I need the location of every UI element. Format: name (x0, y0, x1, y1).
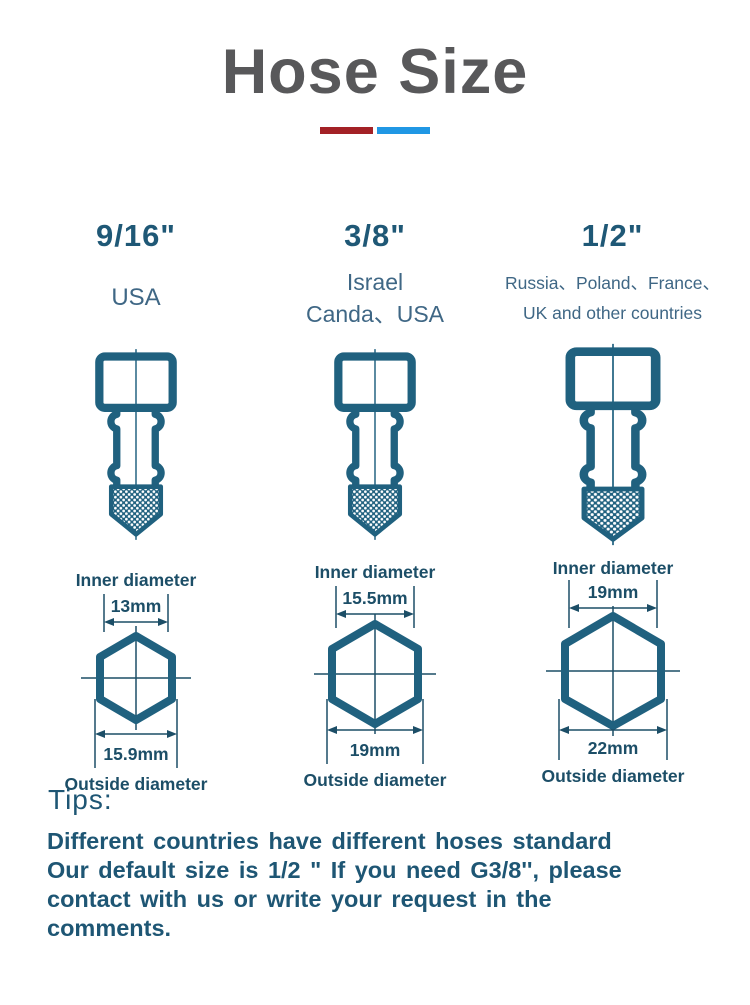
outer-diameter-value: 19mm (350, 740, 401, 760)
countries-list: Israel Canda、USA (259, 262, 491, 334)
country-line: UK and other countries (523, 303, 702, 323)
tips-line: comments. (47, 915, 172, 941)
blue-accent-bar (377, 127, 430, 134)
country-line: USA (111, 284, 161, 311)
hex-nut-dimension-diagram: Inner diameter 15.5mm 19mm Outside diame… (259, 562, 491, 792)
tips-line: Different countries have different hoses… (47, 828, 612, 854)
hex-diagram-icon: Inner diameter 13mm 15.9mm Outside diame… (65, 570, 208, 794)
hose-connector-diagram (20, 342, 252, 547)
outer-diameter-value: 15.9mm (103, 744, 168, 764)
hex-diagram-icon: Inner diameter 19mm 22mm Outside diamete… (541, 558, 684, 786)
tips-body: Different countries have different hoses… (47, 827, 727, 943)
inner-diameter-label: Inner diameter (315, 562, 436, 582)
connector-drawing-icon (95, 349, 177, 540)
size-column-3-8: 3/8" Israel Canda、USA (259, 210, 491, 810)
size-column-9-16: 9/16" USA (20, 210, 252, 810)
countries-list: USA (20, 262, 252, 334)
hose-connector-diagram (259, 342, 491, 547)
size-heading: 1/2" (581, 218, 644, 253)
tips-line: Our default size is 1/2 " If you need G3… (47, 857, 622, 883)
inner-diameter-label: Inner diameter (552, 558, 673, 578)
size-heading: 3/8" (344, 218, 406, 253)
countries-list: Russia、Poland、France、 UK and other count… (485, 262, 740, 334)
country-line: Israel (346, 269, 404, 295)
connector-drawing-icon (565, 343, 660, 546)
red-accent-bar (320, 127, 373, 134)
hex-diagram-icon: Inner diameter 15.5mm 19mm Outside diame… (304, 562, 447, 790)
outer-diameter-label: Outside diameter (541, 766, 684, 786)
inner-diameter-value: 19mm (587, 582, 638, 602)
outer-diameter-label: Outside diameter (304, 770, 447, 790)
size-column-1-2: 1/2" Russia、Poland、France、 UK and other … (485, 210, 740, 810)
outer-diameter-value: 22mm (587, 738, 638, 758)
hex-nut-dimension-diagram: Inner diameter 13mm 15.9mm Outside diame… (20, 570, 252, 800)
page-title: Hose Size (221, 37, 529, 107)
hose-connector-diagram (485, 342, 740, 547)
tips-line: contact with us or write your request in… (47, 886, 552, 912)
hex-nut-dimension-diagram: Inner diameter 19mm 22mm Outside diamete… (485, 558, 740, 788)
title-underline (0, 127, 750, 134)
country-line: Russia、Poland、France、 (505, 273, 720, 293)
country-line: Canda、USA (305, 301, 445, 327)
inner-diameter-value: 13mm (111, 596, 162, 616)
connector-drawing-icon (334, 349, 416, 540)
tips-heading: Tips: (48, 784, 113, 815)
inner-diameter-value: 15.5mm (342, 588, 407, 608)
size-heading: 9/16" (95, 218, 177, 253)
outer-diameter-label: Outside diameter (65, 774, 208, 794)
inner-diameter-label: Inner diameter (76, 570, 197, 590)
